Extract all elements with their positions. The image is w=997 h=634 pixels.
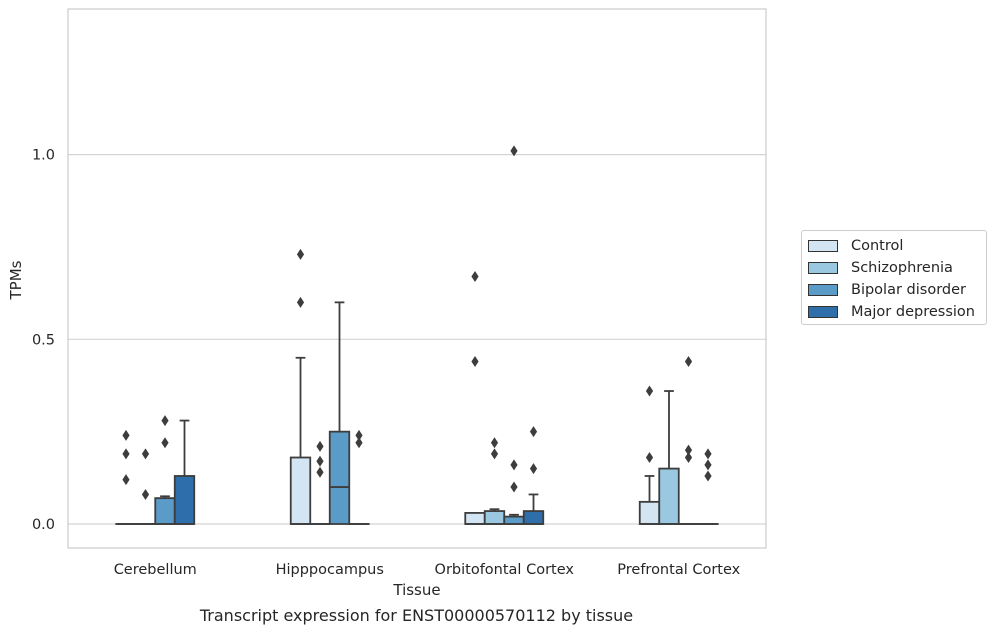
x-tick-label-hipppocampus: Hipppocampus	[276, 562, 384, 578]
box-major-depression-orbitofontal-cortex	[522, 493, 545, 525]
outliers	[122, 145, 712, 500]
outlier-point	[316, 466, 324, 478]
legend-item-schizophrenia: Schizophrenia	[808, 259, 953, 277]
legend-item-major-depression: Major depression	[808, 303, 975, 321]
box-iqr	[522, 510, 545, 525]
outlier-point	[141, 488, 150, 500]
legend-label-bipolar-disorder: Bipolar disorder	[851, 282, 966, 298]
outlier-point	[510, 459, 518, 471]
y-axis-label: TPMs	[7, 260, 25, 300]
x-axis-label: Tissue	[392, 581, 440, 599]
outlier-point	[510, 145, 518, 157]
outlier-point	[704, 470, 712, 482]
box-iqr	[483, 510, 506, 525]
box-iqr	[658, 467, 680, 525]
grid-lines	[68, 154, 766, 525]
outlier-point	[490, 448, 499, 460]
outlier-point	[510, 481, 518, 493]
outlier-point	[316, 455, 324, 467]
outlier-point	[161, 415, 169, 427]
box-iqr	[503, 515, 525, 525]
box-bipolar-disorder-hipppocampus	[328, 301, 351, 525]
box-control-prefrontal-cortex	[638, 475, 661, 525]
box-iqr	[289, 456, 312, 525]
legend-item-control: Control	[808, 237, 903, 255]
outlier-point	[141, 448, 150, 460]
legend-label-major-depression: Major depression	[851, 304, 975, 320]
legend-swatch-control	[808, 240, 838, 252]
outlier-point	[704, 448, 712, 460]
chart-caption: Transcript expression for ENST0000057011…	[199, 606, 634, 625]
legend-swatch-schizophrenia	[808, 262, 838, 274]
outlier-point	[684, 444, 693, 456]
outlier-point	[355, 437, 363, 449]
y-tick-label: 1.0	[32, 148, 55, 164]
outlier-point	[645, 385, 654, 397]
y-tick-labels: 0.00.51.01.52.02.5	[32, 148, 55, 533]
outlier-point	[316, 440, 324, 452]
box-control-orbitofontal-cortex	[464, 512, 486, 525]
outlier-point	[645, 452, 654, 464]
outlier-point	[122, 448, 130, 460]
x-tick-label-orbitofontal-cortex: Orbitofontal Cortex	[435, 562, 575, 578]
outlier-point	[704, 459, 712, 471]
outlier-point	[161, 437, 169, 449]
plot-frame	[67, 8, 767, 549]
x-tick-label-cerebellum: Cerebellum	[114, 562, 197, 578]
y-tick-label: 0.0	[32, 517, 55, 533]
box-iqr	[173, 475, 196, 525]
box-bipolar-disorder-orbitofontal-cortex	[503, 513, 525, 525]
outlier-point	[296, 296, 305, 308]
box-iqr	[464, 512, 486, 525]
y-tick-label: 0.5	[32, 332, 55, 348]
box-bipolar-disorder-cerebellum	[154, 495, 176, 525]
outlier-point	[529, 426, 538, 438]
box-major-depression-cerebellum	[173, 419, 196, 525]
x-tick-labels: Cerebellum Hipppocampus Orbitofontal Corte…	[114, 562, 741, 578]
outlier-point	[296, 248, 305, 260]
legend-label-schizophrenia: Schizophrenia	[851, 260, 953, 276]
box-schizophrenia-orbitofontal-cortex	[483, 508, 506, 525]
outlier-point	[684, 452, 693, 464]
legend: Control Schizophrenia Bipolar disorder M…	[801, 230, 987, 325]
legend-swatch-bipolar-disorder	[808, 284, 838, 296]
box-control-hipppocampus	[289, 356, 312, 525]
boxes	[115, 301, 719, 525]
outlier-point	[684, 355, 693, 367]
legend-label-control: Control	[851, 238, 904, 254]
legend-swatch-major-depression	[808, 306, 838, 318]
outlier-point	[490, 437, 499, 449]
outlier-point	[355, 429, 363, 441]
box-iqr	[154, 497, 176, 525]
legend-item-bipolar-disorder: Bipolar disorder	[808, 281, 966, 299]
outlier-point	[471, 355, 479, 367]
box-schizophrenia-prefrontal-cortex	[658, 390, 680, 525]
box-iqr	[328, 430, 351, 525]
x-tick-label-prefrontal-cortex: Prefrontal Cortex	[617, 562, 740, 578]
outlier-point	[529, 463, 538, 475]
outlier-point	[122, 474, 130, 486]
outlier-point	[471, 271, 479, 283]
outlier-point	[122, 429, 130, 441]
box-iqr	[638, 500, 661, 525]
